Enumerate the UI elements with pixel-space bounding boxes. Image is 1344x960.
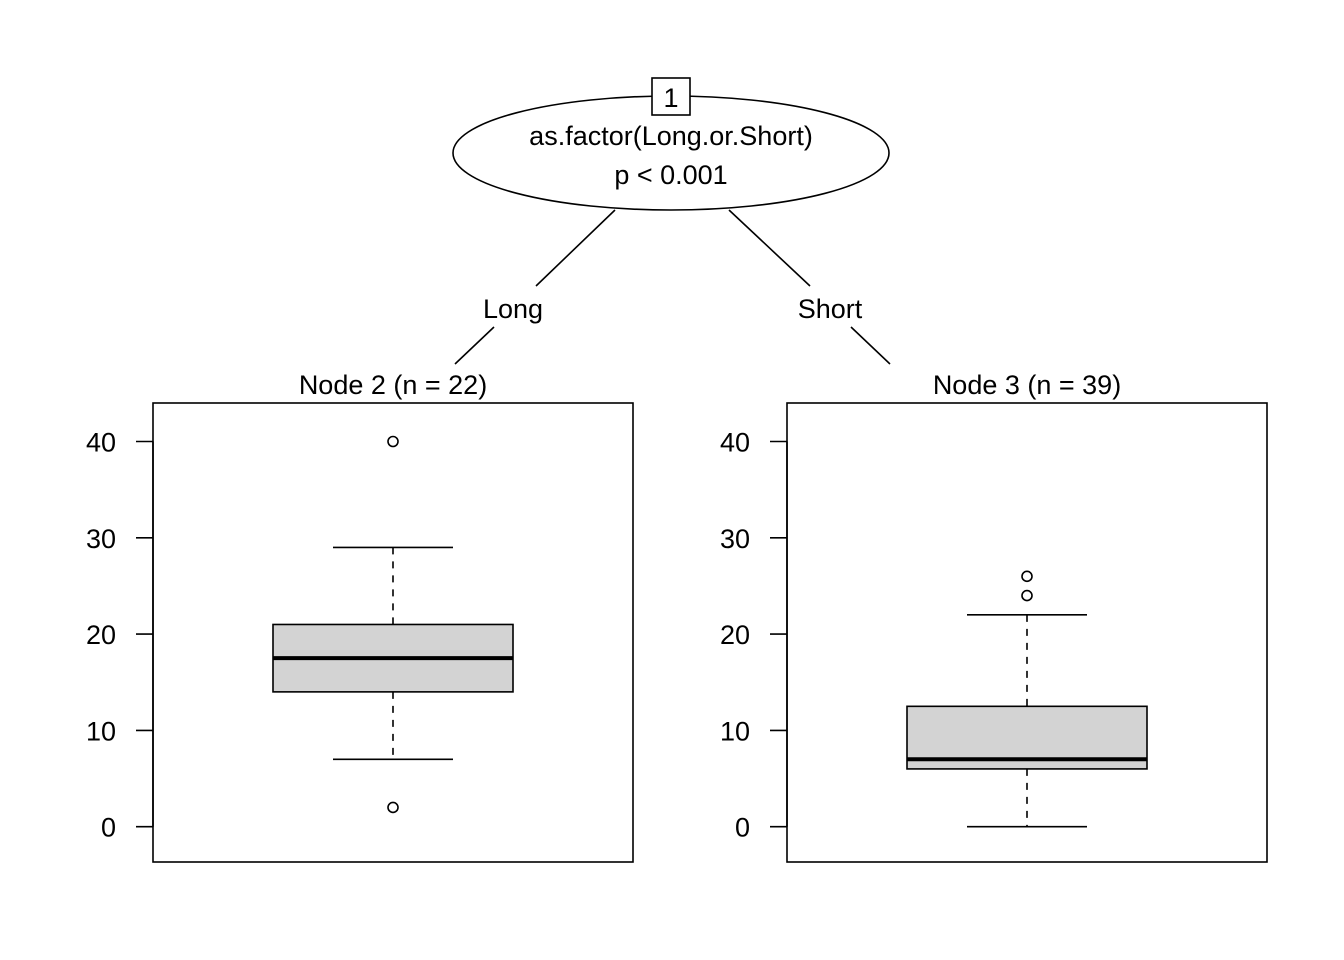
terminal-node-3: Node 3 (n = 39) 0 10 20 30 40 <box>720 370 1268 863</box>
node-2-outlier-point <box>387 801 399 814</box>
node-2-y-tick-label: 10 <box>86 716 116 746</box>
node-3-y-tick-label: 40 <box>720 428 750 458</box>
node-2-title: Node 2 (n = 22) <box>299 370 487 400</box>
node-3-y-tick-label: 10 <box>720 716 750 746</box>
node-3-title: Node 3 (n = 39) <box>933 370 1121 400</box>
node-3-y-tick-label: 0 <box>735 813 750 843</box>
edge-label-long: Long <box>483 294 543 324</box>
root-node: 1 as.factor(Long.or.Short) p < 0.001 <box>452 77 890 211</box>
node-2-y-tick-label: 0 <box>101 813 116 843</box>
root-node-pvalue: p < 0.001 <box>614 160 727 190</box>
edge-long-lower <box>454 326 495 365</box>
edge-long-upper <box>535 209 616 287</box>
node-2-y-tick-label: 20 <box>86 620 116 650</box>
node-2-y-tick-label: 30 <box>86 524 116 554</box>
node-3-y-tick-label: 30 <box>720 524 750 554</box>
edge-short-upper <box>728 209 811 287</box>
edge-short-lower <box>850 326 891 365</box>
terminal-node-2: Node 2 (n = 22) 0 10 20 30 40 <box>86 370 634 863</box>
edge-label-short: Short <box>798 294 863 324</box>
node-2-y-tick-label: 40 <box>86 428 116 458</box>
tree-edges: Long Short <box>454 209 891 365</box>
root-node-id-box <box>651 77 691 116</box>
node-3-outlier-point <box>1021 570 1033 583</box>
node-3-y-tick-label: 20 <box>720 620 750 650</box>
root-node-id: 1 <box>663 83 678 113</box>
node-3-outlier-point <box>1021 589 1033 602</box>
node-2-outlier-point <box>387 435 399 448</box>
root-node-variable: as.factor(Long.or.Short) <box>529 121 813 151</box>
